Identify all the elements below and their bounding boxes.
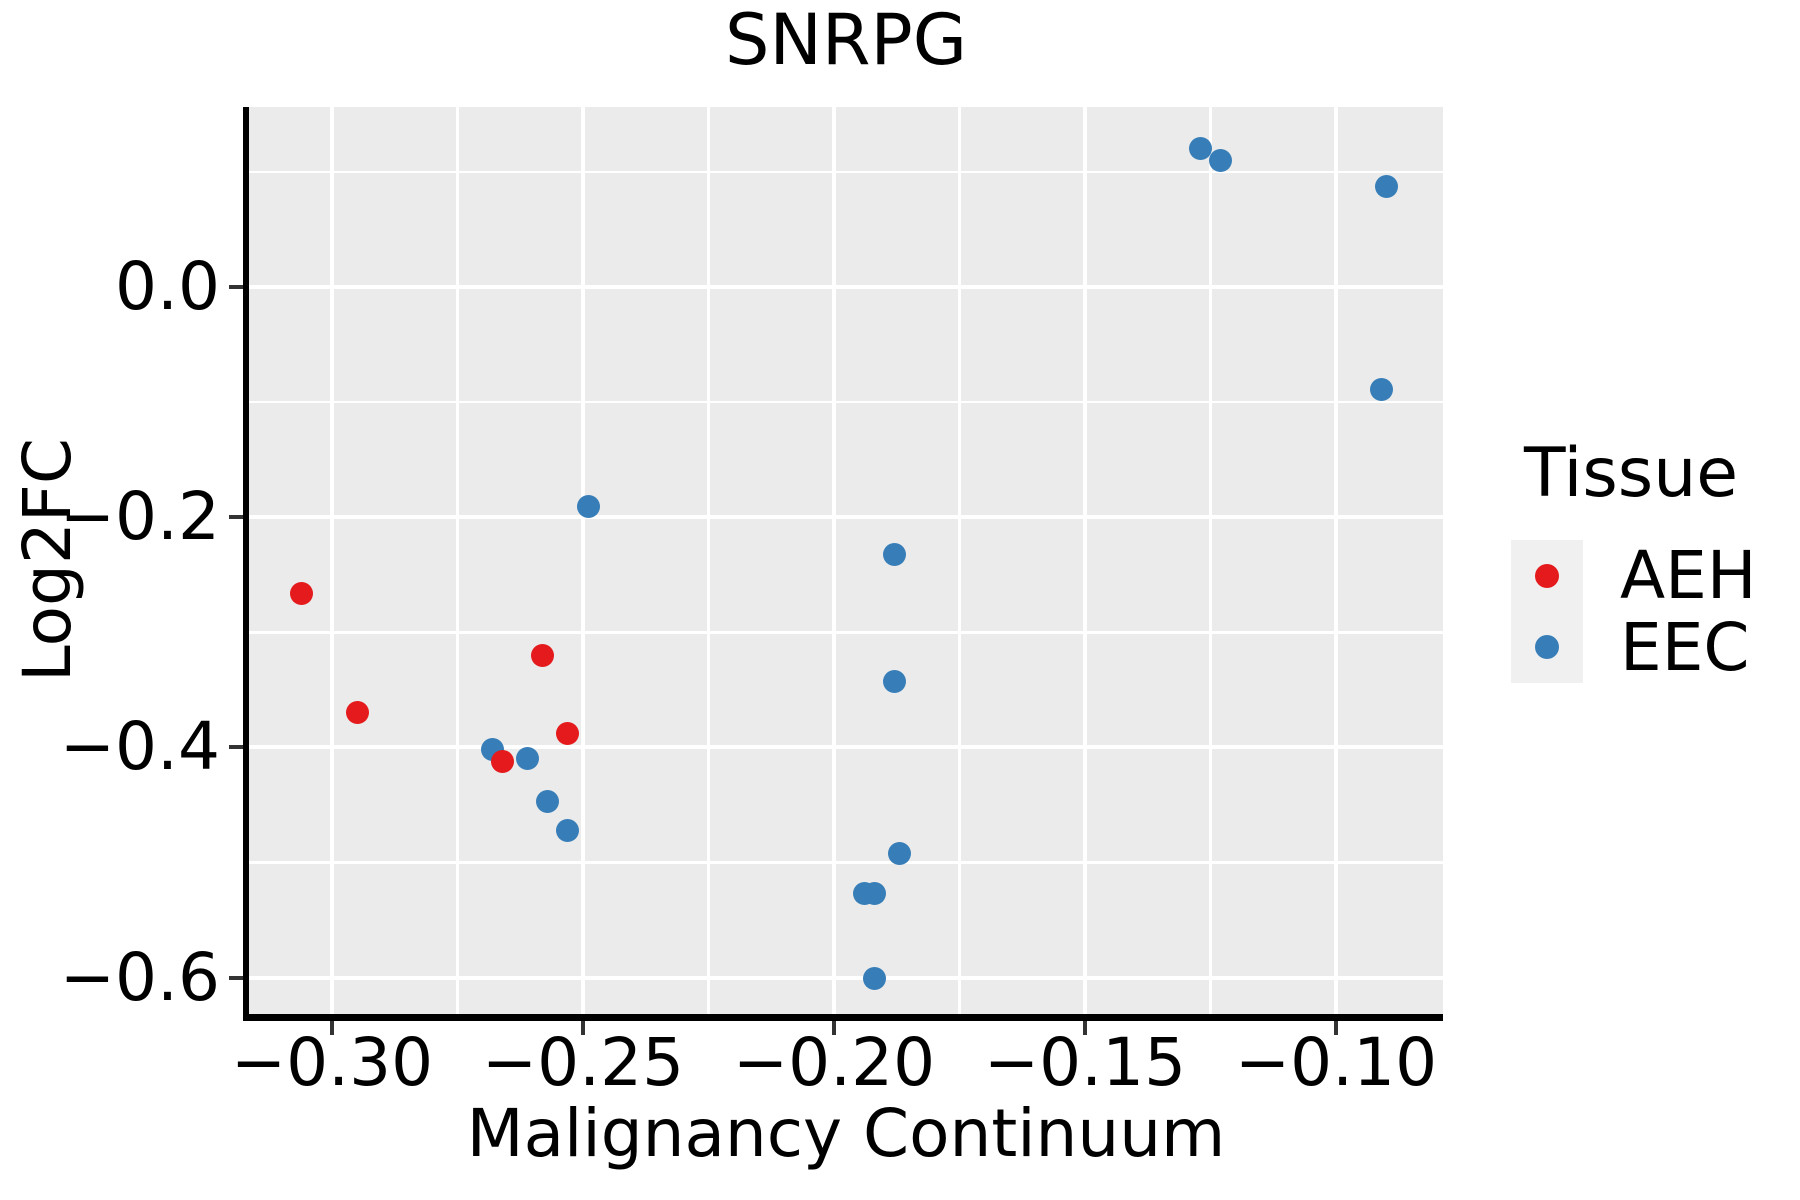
y-tick-mark [229,285,243,289]
data-point-aeh [491,749,515,773]
y-tick-label: −0.4 [59,708,220,786]
x-tick-mark [832,1021,836,1035]
data-point-eec [516,747,540,771]
x-tick-label: −0.30 [230,1024,434,1101]
data-point-eec [862,967,886,991]
y-tick-label: −0.2 [59,478,220,556]
y-minor-gridline [249,400,1443,404]
y-tick-mark [229,745,243,750]
legend-dot-aeh-icon [1535,563,1559,588]
legend-item-aeh: AEH [1511,540,1756,611]
legend-label-aeh: AEH [1620,537,1757,614]
x-tick-label: −0.25 [481,1024,685,1101]
x-tick-label: −0.10 [1234,1024,1438,1101]
y-minor-gridline [249,170,1443,174]
y-tick-label: −0.6 [59,938,220,1016]
x-tick-label: −0.15 [983,1024,1187,1101]
legend-title: Tissue [1524,434,1739,513]
x-major-gridline [330,107,334,1014]
data-point-eec [1188,137,1212,161]
data-point-eec [882,542,906,566]
data-point-aeh [556,722,580,746]
x-minor-gridline [1209,107,1212,1014]
x-minor-gridline [958,107,961,1014]
data-point-eec [556,818,580,842]
y-major-gridline [249,515,1443,520]
data-point-eec [887,841,911,865]
x-minor-gridline [456,107,459,1014]
x-axis-label: Malignancy Continuum [466,1095,1226,1172]
chart-title: SNRPG [725,0,967,81]
data-point-eec [576,495,600,519]
legend-key-box [1511,611,1583,683]
data-point-aeh [345,701,369,725]
data-point-eec [1209,148,1233,172]
y-minor-gridline [249,631,1443,634]
y-major-gridline [249,975,1443,980]
y-minor-gridline [249,861,1443,864]
y-major-gridline [249,745,1443,750]
x-tick-mark [330,1021,334,1035]
data-point-aeh [531,643,555,667]
data-point-eec [882,670,906,694]
y-major-gridline [249,285,1443,289]
data-point-eec [536,789,560,813]
x-tick-mark [1334,1021,1338,1035]
y-tick-mark [229,975,243,980]
x-major-gridline [832,107,836,1014]
legend-label-eec: EEC [1620,608,1750,686]
y-tick-label: 0.0 [115,248,220,325]
legend-item-eec: EEC [1511,611,1750,683]
legend-dot-eec-icon [1535,635,1559,659]
x-minor-gridline [707,107,710,1014]
x-major-gridline [1334,107,1338,1014]
x-tick-mark [581,1021,585,1035]
x-major-gridline [581,107,585,1014]
y-axis-label: Log2FC [9,438,86,682]
data-point-aeh [290,581,314,605]
legend-key-box [1511,540,1583,611]
x-tick-label: −0.20 [732,1024,936,1101]
x-tick-mark [1083,1021,1087,1035]
x-major-gridline [1083,107,1087,1014]
data-point-eec [1374,175,1398,199]
plot-panel [243,107,1443,1021]
y-tick-mark [229,515,243,520]
data-point-eec [862,882,886,906]
data-point-eec [1369,377,1393,401]
